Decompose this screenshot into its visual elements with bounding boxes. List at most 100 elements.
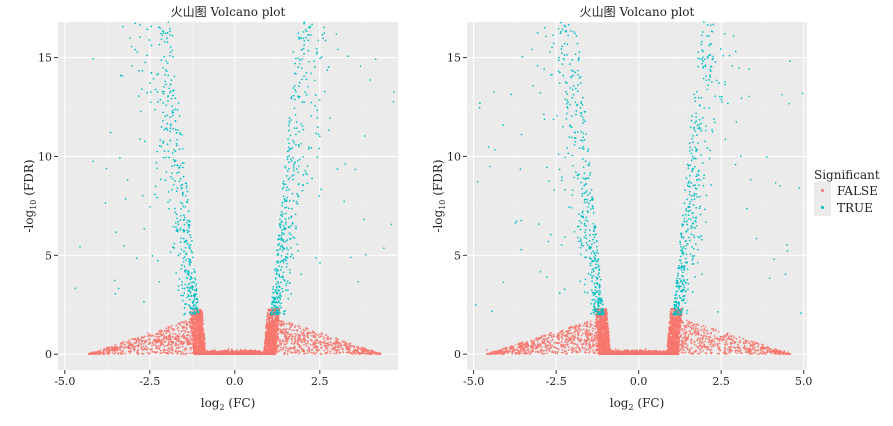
point-true [271, 307, 273, 309]
point-false [351, 353, 353, 355]
point-false [119, 345, 121, 347]
point-false [361, 353, 363, 355]
point-false [269, 344, 271, 346]
point-false [302, 334, 304, 336]
point-false [197, 320, 199, 322]
point-false [178, 339, 180, 341]
point-false [201, 310, 203, 312]
point-false [119, 349, 121, 351]
point-false [294, 333, 296, 335]
point-false [158, 336, 160, 338]
point-false [266, 345, 268, 347]
point-false [189, 344, 191, 346]
point-false [231, 353, 233, 355]
point-true [285, 258, 287, 260]
point-false [192, 337, 194, 339]
point-false [236, 353, 238, 355]
point-true [159, 27, 161, 29]
point-true [313, 60, 315, 62]
point-false [103, 349, 105, 351]
point-false [199, 314, 201, 316]
point-false [255, 351, 257, 353]
point-false [201, 320, 203, 322]
point-true [318, 133, 320, 135]
point-true [283, 187, 285, 189]
point-false [271, 351, 273, 353]
point-true [181, 134, 183, 136]
point-false [114, 346, 116, 348]
point-false [138, 344, 140, 346]
point-false [151, 348, 153, 350]
point-false [369, 353, 371, 355]
point-false [282, 332, 284, 334]
point-false [294, 336, 296, 338]
point-false [329, 353, 331, 355]
point-false [358, 346, 360, 348]
point-true [146, 55, 148, 57]
point-true [188, 274, 190, 276]
point-true [300, 123, 302, 125]
point-false [311, 349, 313, 351]
point-false [228, 348, 230, 350]
point-false [287, 353, 289, 355]
point-false [137, 352, 139, 354]
point-false [191, 339, 193, 341]
point-false [267, 332, 269, 334]
point-false [331, 344, 333, 346]
point-true [184, 313, 186, 315]
point-false [200, 328, 202, 330]
point-false [269, 333, 271, 335]
point-true [280, 246, 282, 248]
point-false [199, 318, 201, 320]
point-false [188, 331, 190, 333]
point-false [269, 348, 271, 350]
point-true [167, 100, 169, 102]
point-false [155, 352, 157, 354]
point-true [169, 31, 171, 33]
point-false [327, 347, 329, 349]
point-false [276, 351, 278, 353]
point-false [178, 330, 180, 332]
point-true [185, 259, 187, 261]
point-true [314, 80, 316, 82]
point-false [266, 316, 268, 318]
point-true [187, 271, 189, 273]
point-false [162, 343, 164, 345]
point-false [195, 322, 197, 324]
point-false [294, 329, 296, 331]
point-true [139, 36, 141, 38]
point-false [196, 346, 198, 348]
point-false [182, 343, 184, 345]
point-false [371, 350, 373, 352]
point-false [178, 341, 180, 343]
point-false [320, 343, 322, 345]
point-true [184, 303, 186, 305]
point-false [125, 353, 127, 355]
point-false [194, 340, 196, 342]
point-true [155, 186, 157, 188]
point-false [268, 350, 270, 352]
point-true [283, 195, 285, 197]
point-true [177, 129, 179, 131]
point-true [193, 300, 195, 302]
point-false [181, 341, 183, 343]
point-false [121, 346, 123, 348]
point-true [287, 289, 289, 291]
point-false [303, 336, 305, 338]
point-true [176, 139, 178, 141]
point-true [185, 182, 187, 184]
point-false [164, 330, 166, 332]
point-false [268, 316, 270, 318]
point-false [335, 337, 337, 339]
point-false [168, 348, 170, 350]
point-true [184, 206, 186, 208]
point-false [302, 341, 304, 343]
point-true [183, 162, 185, 164]
point-true [188, 227, 190, 229]
point-true [188, 211, 190, 213]
point-false [279, 329, 281, 331]
point-true [150, 91, 152, 93]
point-false [266, 338, 268, 340]
point-false [340, 345, 342, 347]
point-true [180, 201, 182, 203]
